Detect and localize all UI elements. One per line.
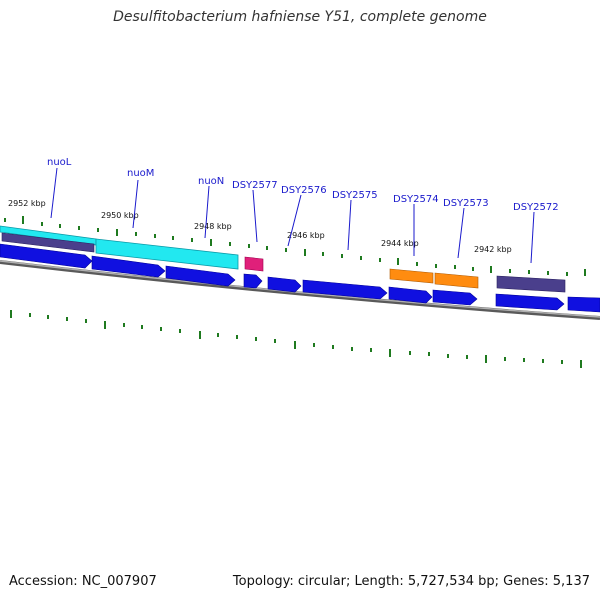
DSY2574-feature[interactable] bbox=[389, 268, 434, 284]
gene-label-DSY2573[interactable]: DSY2573 bbox=[443, 198, 489, 209]
kbp-label: 2948 kbp bbox=[194, 222, 232, 231]
kbp-label: 2950 kbp bbox=[101, 211, 139, 220]
genome-summary: Topology: circular; Length: 5,727,534 bp… bbox=[232, 574, 590, 589]
gene-label-DSY2572[interactable]: DSY2572 bbox=[513, 202, 559, 213]
nuoM-feature[interactable] bbox=[95, 238, 239, 270]
gene-labels: nuoL nuoM nuoN DSY2577 DSY2576 DSY2575 D… bbox=[47, 157, 559, 213]
cds-feature[interactable] bbox=[91, 255, 166, 278]
cds-feature[interactable] bbox=[0, 243, 93, 269]
gene-label-DSY2574[interactable]: DSY2574 bbox=[393, 194, 439, 205]
hypothetical-feature[interactable] bbox=[1, 232, 95, 253]
cds-feature[interactable] bbox=[567, 296, 600, 313]
gene-label-nuoM[interactable]: nuoM bbox=[127, 168, 154, 179]
upper-tick-row bbox=[4, 216, 586, 276]
kbp-label: 2944 kbp bbox=[381, 239, 419, 248]
DSY2573-feature[interactable] bbox=[434, 272, 479, 289]
cds-feature[interactable] bbox=[243, 273, 263, 289]
map-title: Desulfitobacterium hafniense Y51, comple… bbox=[113, 9, 487, 25]
gene-label-nuoN[interactable]: nuoN bbox=[198, 176, 224, 187]
cds-feature[interactable] bbox=[267, 276, 302, 293]
kbp-scale: 2952 kbp 2950 kbp 2948 kbp 2946 kbp 2944… bbox=[8, 199, 512, 254]
cds-feature[interactable] bbox=[388, 286, 433, 304]
DSY2577-feature[interactable] bbox=[244, 256, 264, 272]
lower-tick-row bbox=[10, 310, 582, 368]
gene-label-nuoL[interactable]: nuoL bbox=[47, 157, 72, 168]
cds-feature[interactable] bbox=[165, 265, 236, 287]
cds-feature[interactable] bbox=[432, 289, 478, 306]
accession-info: Accession: NC_007907 bbox=[9, 574, 157, 589]
cds-feature[interactable] bbox=[495, 293, 565, 311]
feature-row-lower bbox=[0, 243, 600, 313]
feature-row-upper bbox=[0, 225, 566, 293]
kbp-label: 2942 kbp bbox=[474, 245, 512, 254]
DSY2572-feature[interactable] bbox=[496, 275, 566, 293]
kbp-label: 2952 kbp bbox=[8, 199, 46, 208]
cds-feature[interactable] bbox=[302, 279, 388, 300]
gene-label-DSY2575[interactable]: DSY2575 bbox=[332, 190, 378, 201]
gene-label-DSY2576[interactable]: DSY2576 bbox=[281, 185, 327, 196]
genome-backbone-highlight bbox=[0, 260, 600, 318]
label-leaders bbox=[50, 167, 535, 264]
genome-backbone bbox=[0, 260, 600, 320]
kbp-label: 2946 kbp bbox=[287, 231, 325, 240]
gene-label-DSY2577[interactable]: DSY2577 bbox=[232, 180, 278, 191]
